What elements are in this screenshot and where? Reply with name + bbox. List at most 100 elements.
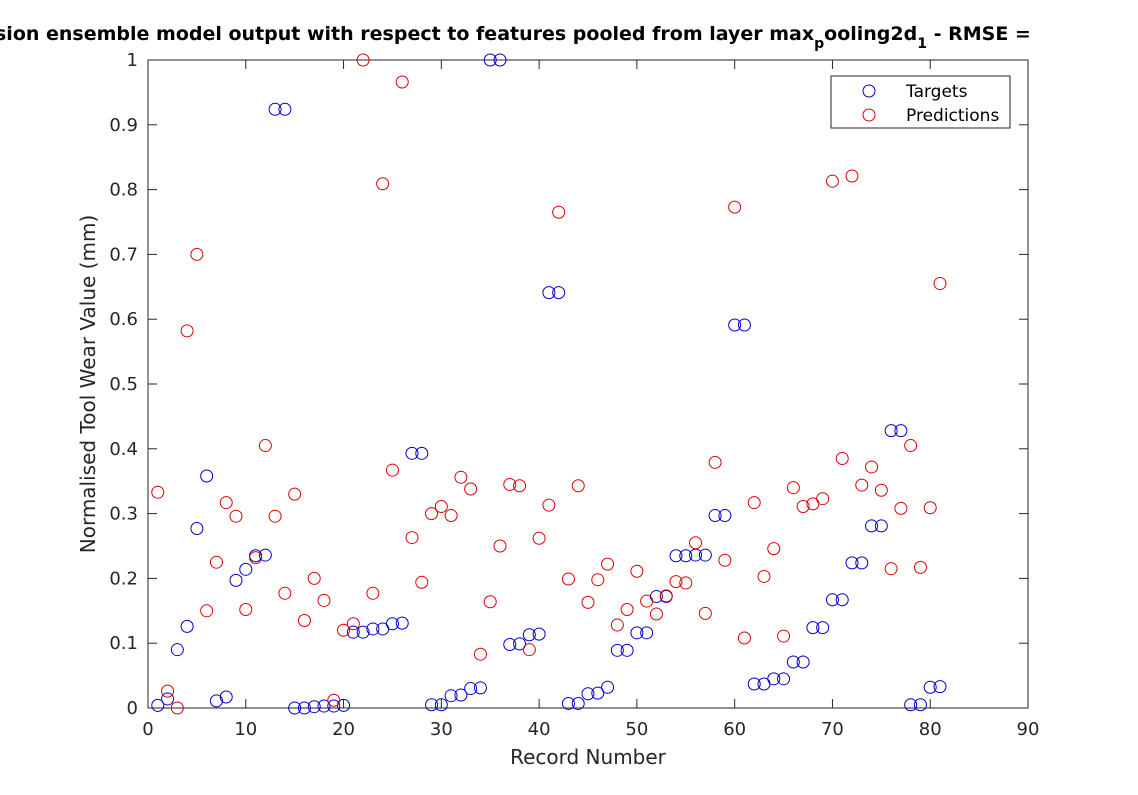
prediction-point [190,247,204,261]
target-point [454,688,468,702]
target-point [278,102,292,116]
target-point [483,53,497,67]
x-axis-tick-labels: 0 10 20 30 40 50 60 70 80 90 [142,719,1039,740]
target-point [161,692,175,706]
target-point [610,643,624,657]
title-main: sion ensemble model output with respect … [0,23,814,45]
plot-area [147,59,1029,709]
target-point [356,625,370,639]
prediction-point [239,603,253,617]
prediction-point [376,177,390,191]
target-point [767,672,781,686]
target-point [190,522,204,536]
prediction-point [855,478,869,492]
legend-label-predictions: Predictions [906,106,999,126]
title-subscript-p: p [814,36,824,52]
target-point [796,655,810,669]
prediction-point [679,576,693,590]
x-axis-label: Record Number [510,745,667,769]
prediction-point [395,75,409,89]
legend-marker-targets [862,84,876,98]
x-tick-label: 70 [821,719,844,740]
prediction-point [180,324,194,338]
target-point [571,696,585,710]
prediction-point [904,439,918,453]
prediction-point [728,200,742,214]
target-point [297,701,311,715]
target-point [513,637,527,651]
target-point [718,509,732,523]
prediction-point [571,479,585,493]
prediction-point [229,509,243,523]
data-points [151,53,947,715]
prediction-point [464,482,478,496]
target-point [777,672,791,686]
title-subscript-1: 1 [917,36,927,52]
prediction-point [522,643,536,657]
prediction-point [933,277,947,291]
prediction-point [767,542,781,556]
target-point [845,556,859,570]
prediction-point [620,603,634,617]
prediction-point [503,477,517,491]
y-tick-label: 0.9 [109,115,138,136]
target-point [209,694,223,708]
prediction-point [649,607,663,621]
prediction-point [591,573,605,587]
target-point [200,469,214,483]
target-point [601,680,615,694]
prediction-point [483,595,497,609]
target-point [239,562,253,576]
y-tick-label: 0.4 [109,439,138,460]
target-point [640,626,654,640]
target-point [346,625,360,639]
target-point [542,286,556,300]
x-tick-label: 20 [332,719,355,740]
target-point [327,699,341,713]
legend-marker-predictions [862,108,876,122]
target-point [444,689,458,703]
prediction-point [825,174,839,188]
prediction-point [659,589,673,603]
prediction-point [297,614,311,628]
x-axis-ticks [147,60,1029,708]
prediction-point [337,623,351,637]
x-tick-label: 80 [919,719,942,740]
x-tick-label: 30 [430,719,453,740]
target-point [532,627,546,641]
target-point [855,556,869,570]
target-point [219,690,233,704]
prediction-point [777,629,791,643]
target-point [268,102,282,116]
target-point [865,519,879,533]
y-axis-ticks [148,59,1028,709]
y-tick-label: 0.3 [109,504,138,525]
prediction-point [219,496,233,510]
y-tick-label: 0.1 [109,633,138,654]
target-point [385,617,399,631]
prediction-point [170,701,184,715]
target-point [317,699,331,713]
x-tick-label: 50 [625,719,648,740]
target-point [503,637,517,651]
target-point [679,549,693,563]
prediction-point [845,169,859,183]
prediction-point [434,499,448,513]
target-point [669,549,683,563]
prediction-point [425,507,439,521]
x-tick-label: 60 [723,719,746,740]
prediction-point [151,485,165,499]
prediction-point [532,531,546,545]
legend: Targets Predictions [830,75,1011,129]
prediction-point [894,501,908,515]
target-point [874,519,888,533]
prediction-point [874,483,888,497]
target-point [473,681,487,695]
target-point [591,686,605,700]
target-point [728,318,742,332]
prediction-point [454,470,468,484]
prediction-point [923,501,937,515]
x-tick-label: 10 [234,719,257,740]
prediction-point [561,572,575,586]
